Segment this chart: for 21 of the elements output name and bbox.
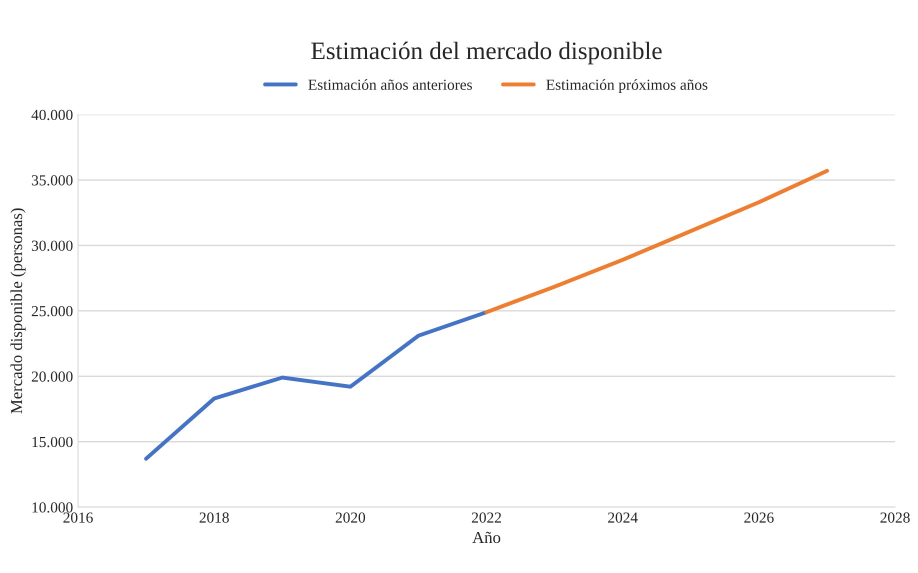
x-tick-label: 2016 — [63, 512, 93, 523]
line-series — [484, 168, 829, 314]
y-tick-label: 15.000 — [32, 436, 73, 448]
x-tick-label: 2020 — [336, 512, 366, 523]
y-tick-label: 30.000 — [32, 240, 73, 251]
chart-title: Estimación del mercado disponible — [311, 42, 662, 64]
y-tick-label: 10.000 — [32, 502, 73, 513]
legend-label: Estimación años anteriores — [308, 79, 472, 90]
x-tick-label: 2018 — [200, 512, 229, 523]
y-tick-label: 20.000 — [32, 371, 73, 382]
legend-label: Estimación próximos años — [546, 79, 708, 93]
y-tick-label: 40.000 — [31, 110, 73, 120]
x-tick-label: 2028 — [880, 512, 910, 523]
line-series — [144, 310, 488, 461]
y-tick-label: 25.000 — [32, 306, 73, 316]
x-tick-label: 2026 — [744, 512, 774, 523]
x-axis-title: Año — [472, 532, 500, 544]
x-tick-label: 2022 — [472, 512, 501, 523]
y-axis-title: Mercado disponible (personas) — [10, 208, 26, 414]
x-tick-label: 2024 — [608, 512, 638, 523]
y-tick-label: 35.000 — [32, 175, 73, 186]
